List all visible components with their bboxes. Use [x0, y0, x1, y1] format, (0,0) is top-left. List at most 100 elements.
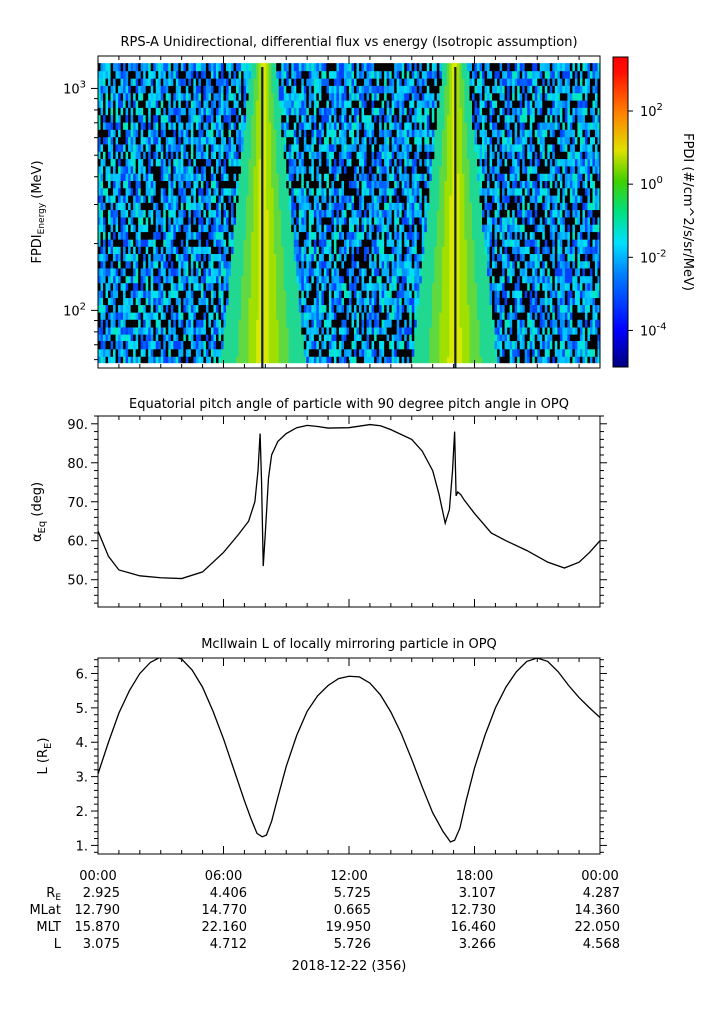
heatmap-cell [436, 202, 440, 211]
heatmap-cell [587, 297, 591, 306]
heatmap-cell [138, 231, 141, 240]
heatmap-cell [477, 217, 480, 225]
heatmap-cell [374, 290, 377, 299]
heatmap-cell [471, 290, 475, 299]
heatmap-cell [567, 275, 571, 284]
heatmap-cell [343, 327, 347, 335]
heatmap-cell [517, 195, 520, 203]
heatmap-cell [577, 202, 581, 211]
heatmap-cell [396, 224, 400, 233]
heatmap-cell [233, 348, 237, 357]
heatmap-cell [163, 348, 167, 357]
heatmap-cell [185, 195, 189, 203]
heatmap-cell [271, 202, 274, 211]
heatmap-cell [592, 297, 596, 306]
heatmap-cell [326, 297, 330, 306]
heatmap-cell [371, 202, 375, 211]
heatmap-cell [504, 195, 508, 203]
heatmap-cell [384, 348, 387, 357]
heatmap-cell [582, 356, 586, 364]
heatmap-cell [381, 224, 385, 233]
heatmap-cell [389, 297, 392, 306]
heatmap-cell [208, 340, 212, 350]
heatmap-cell [524, 180, 528, 189]
heatmap-cell [281, 327, 285, 335]
heatmap-cell [150, 319, 154, 328]
heatmap-cell [253, 340, 257, 350]
heatmap-cell [456, 290, 460, 299]
heatmap-cell [273, 239, 277, 247]
heatmap-cell [527, 180, 531, 189]
heatmap-cell [268, 202, 272, 211]
heatmap-cell [220, 290, 224, 299]
heatmap-cell [441, 356, 445, 364]
heatmap-cell [376, 231, 380, 240]
heatmap-cell [241, 187, 244, 196]
heatmap-cell [316, 297, 320, 306]
heatmap-cell [331, 297, 335, 306]
heatmap-cell [542, 282, 546, 291]
heatmap-cell [323, 319, 327, 328]
heatmap-cell [466, 187, 470, 196]
heatmap-cell [215, 334, 219, 342]
heatmap-cell [429, 217, 433, 225]
heatmap-cell [579, 312, 583, 320]
heatmap-cell [424, 209, 428, 218]
heatmap-cell [557, 356, 561, 364]
heatmap-cell [579, 209, 583, 218]
heatmap-cell [200, 224, 204, 233]
heatmap-cell [507, 253, 510, 262]
heatmap-cell [160, 224, 164, 233]
heatmap-cell [331, 268, 335, 277]
heatmap-cell [374, 312, 377, 320]
heatmap-cell [559, 246, 563, 255]
heatmap-cell [589, 209, 593, 218]
heatmap-cell [185, 209, 189, 218]
heatmap-cell [258, 224, 262, 233]
heatmap-cell [421, 180, 425, 189]
heatmap-cell [301, 340, 305, 350]
heatmap-cell [220, 312, 224, 320]
heatmap-cell [145, 187, 149, 196]
heatmap-cell [589, 282, 593, 291]
heatmap-cell [584, 319, 588, 328]
heatmap-cell [173, 340, 177, 350]
heatmap-cell [559, 297, 563, 306]
heatmap-cell [522, 246, 525, 255]
heatmap-cell [544, 312, 548, 320]
heatmap-cell [409, 209, 413, 218]
heatmap-cell [349, 231, 352, 240]
heatmap-cell [188, 209, 192, 218]
heatmap-cell [354, 327, 357, 335]
heatmap-cell [514, 290, 518, 299]
heatmap-cell [133, 356, 136, 364]
heatmap-cell [414, 356, 418, 364]
heatmap-cell [517, 319, 520, 328]
heatmap-cell [492, 253, 495, 262]
heatmap-cell [163, 268, 167, 277]
heatmap-cell [163, 290, 167, 299]
heatmap-cell [542, 297, 546, 306]
heatmap-cell [145, 319, 149, 328]
heatmap-cell [446, 253, 450, 262]
heatmap-cell [512, 312, 515, 320]
heatmap-cell [574, 340, 578, 350]
heatmap-cell [444, 268, 448, 277]
heatmap-cell [502, 319, 505, 328]
heatmap-cell [477, 246, 480, 255]
heatmap-cell [439, 334, 443, 342]
heatmap-cell [313, 340, 317, 350]
heatmap-cell [168, 282, 172, 291]
heatmap-cell [532, 290, 536, 299]
heatmap-cell [419, 327, 423, 335]
heatmap-cell [592, 246, 596, 255]
heatmap-cell [115, 195, 119, 203]
heatmap-cell [426, 334, 430, 342]
heatmap-cell [308, 319, 312, 328]
heatmap-cell [489, 282, 493, 291]
heatmap-cell [507, 290, 510, 299]
heatmap-cell [180, 239, 184, 247]
heatmap-cell [311, 217, 315, 225]
heatmap-cell [544, 187, 548, 196]
heatmap-cell [331, 253, 335, 262]
